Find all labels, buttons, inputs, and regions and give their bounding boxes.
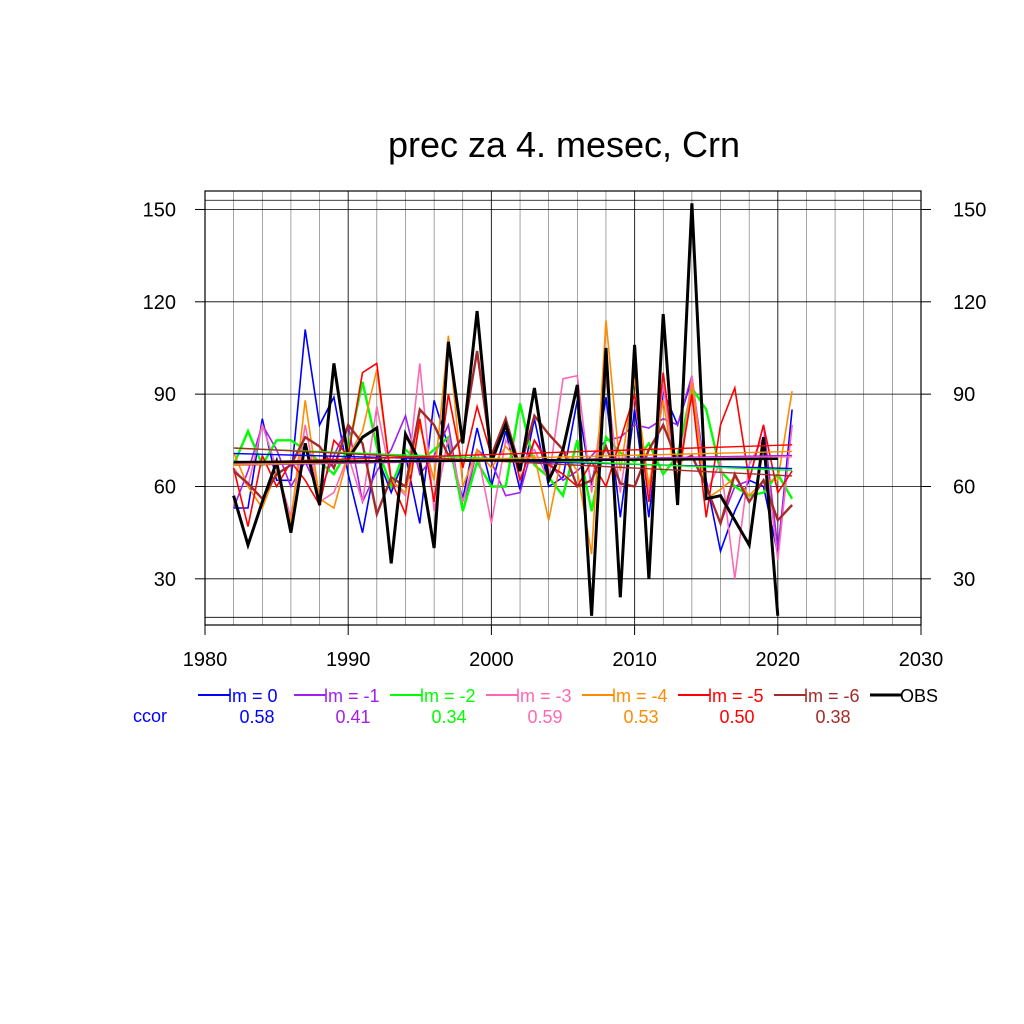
y-tick-label-right: 150 (953, 199, 986, 221)
x-tick-label: 2000 (469, 649, 514, 671)
legend-ccor-value-0: 0.58 (239, 707, 274, 727)
y-tick-label-right: 120 (953, 292, 986, 314)
regression-lines (233, 444, 793, 477)
trend-line-6 (233, 447, 793, 477)
x-tick-label: 1980 (183, 649, 228, 671)
chart-title: prec za 4. mesec, Crn (388, 124, 740, 165)
axes: 1980 1990 2000 2010 2020 2030 30 30 60 60 90 90 120 1… (143, 199, 987, 671)
y-tick-label-left: 60 (154, 476, 176, 498)
y-tick-label-left: 120 (143, 292, 176, 314)
legend-label-2: lm = -2 (420, 686, 476, 706)
legend-label-5: lm = -5 (708, 686, 764, 706)
x-tick-label: 2010 (612, 649, 657, 671)
legend-label-0: lm = 0 (228, 686, 278, 706)
x-tick-label: 1990 (326, 649, 371, 671)
legend-label-7: OBS (900, 686, 938, 706)
legend-ccor-value-3: 0.59 (527, 707, 562, 727)
trend-line-5 (233, 444, 793, 464)
legend-ccor-value-1: 0.41 (335, 707, 370, 727)
y-tick-label-left: 90 (154, 384, 176, 406)
y-tick-label-left: 30 (154, 569, 176, 591)
legend-ccor-value-4: 0.53 (623, 707, 658, 727)
trend-line-7 (233, 457, 778, 464)
x-tick-label: 2030 (899, 649, 944, 671)
legend-ccor-value-2: 0.34 (431, 707, 466, 727)
x-tick-label: 2020 (756, 649, 801, 671)
y-tick-label-right: 60 (953, 476, 975, 498)
y-tick-label-left: 150 (143, 199, 176, 221)
y-tick-label-right: 30 (953, 569, 975, 591)
legend-label-1: lm = -1 (324, 686, 380, 706)
legend-label-4: lm = -4 (612, 686, 668, 706)
legend-label-3: lm = -3 (516, 686, 572, 706)
legend-label-6: lm = -6 (804, 686, 860, 706)
ccor-label: ccor (133, 706, 167, 726)
series-line-7 (232, 203, 780, 616)
y-tick-label-right: 90 (953, 384, 975, 406)
legend-ccor-value-5: 0.50 (719, 707, 754, 727)
plot-frame (204, 190, 922, 626)
legend-ccor-value-6: 0.38 (815, 707, 850, 727)
